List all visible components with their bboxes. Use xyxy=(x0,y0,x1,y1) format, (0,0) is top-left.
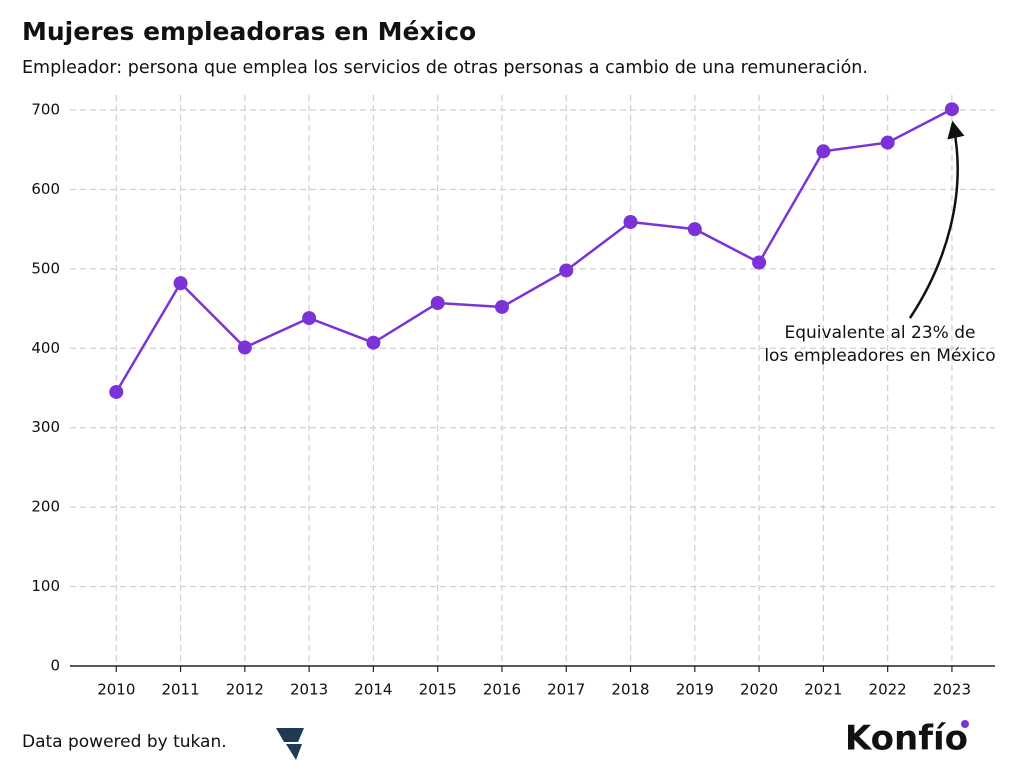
chart-title: Mujeres empleadoras en México xyxy=(22,17,476,46)
y-tick-label: 0 xyxy=(50,657,60,675)
x-tick-label: 2016 xyxy=(483,681,521,699)
data-point xyxy=(623,214,638,229)
x-tick-label: 2020 xyxy=(740,681,778,699)
source-note: Data powered by tukan. xyxy=(22,732,227,752)
data-point xyxy=(687,222,702,237)
y-tick-label: 400 xyxy=(31,339,60,357)
data-point xyxy=(816,144,831,159)
x-tick-label: 2018 xyxy=(611,681,649,699)
data-point xyxy=(366,335,381,350)
y-tick-label: 100 xyxy=(31,577,60,595)
data-point xyxy=(430,296,445,311)
annotation: los empleadores en México xyxy=(764,346,995,366)
x-tick-label: 2022 xyxy=(869,681,907,699)
data-line xyxy=(115,108,953,393)
y-tick-label: 500 xyxy=(31,259,60,277)
annotation: Equivalente al 23% de xyxy=(785,323,976,343)
y-tick-label: 600 xyxy=(31,180,60,198)
y-tick-label: 700 xyxy=(31,101,60,119)
brand-dot xyxy=(961,720,969,728)
data-point xyxy=(494,299,509,314)
brand-logo: Konfío xyxy=(845,719,968,759)
data-point xyxy=(559,263,574,278)
x-tick-label: 2019 xyxy=(676,681,714,699)
y-tick-label: 200 xyxy=(31,498,60,516)
x-tick-label: 2023 xyxy=(933,681,971,699)
chart-subtitle: Empleador: persona que emplea los servic… xyxy=(22,58,868,78)
x-tick-label: 2015 xyxy=(419,681,457,699)
data-point xyxy=(302,311,317,326)
data-point xyxy=(880,135,895,150)
x-tick-label: 2011 xyxy=(161,681,199,699)
data-point xyxy=(173,276,188,291)
data-point xyxy=(944,102,959,117)
annotation-arrow xyxy=(908,120,965,319)
x-tick-label: 2014 xyxy=(354,681,392,699)
x-tick-label: 2021 xyxy=(804,681,842,699)
x-tick-label: 2010 xyxy=(97,681,135,699)
tukan-logo xyxy=(276,728,304,760)
data-point xyxy=(109,384,124,399)
y-tick-label: 300 xyxy=(31,418,60,436)
data-point xyxy=(752,255,767,270)
data-point xyxy=(237,340,252,355)
x-tick-label: 2017 xyxy=(547,681,585,699)
x-tick-label: 2013 xyxy=(290,681,328,699)
x-tick-label: 2012 xyxy=(226,681,264,699)
